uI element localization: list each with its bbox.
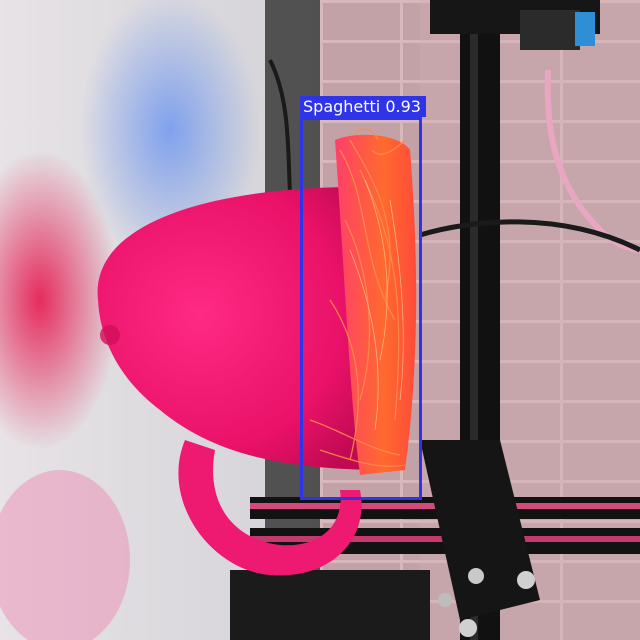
detection-label: Spaghetti 0.93 bbox=[300, 96, 426, 117]
detection-class: Spaghetti bbox=[303, 97, 381, 116]
mug-handle bbox=[178, 440, 362, 576]
detection-confidence: 0.93 bbox=[385, 97, 421, 116]
printed-mug bbox=[97, 187, 390, 470]
spaghetti-failure bbox=[335, 134, 417, 475]
detection-bounding-box bbox=[300, 117, 422, 500]
